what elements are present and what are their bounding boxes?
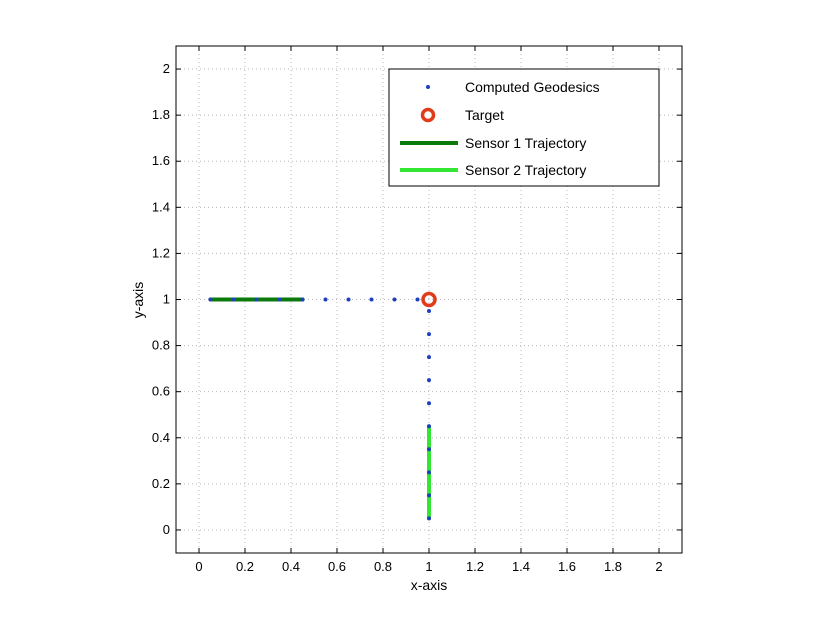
y-tick-label: 1.4 (152, 199, 170, 214)
y-tick-label: 0.4 (152, 430, 170, 445)
legend: Computed Geodesics Target Sensor 1 Traje… (388, 68, 660, 187)
geodesic-point (300, 297, 305, 302)
geodesic-point (427, 447, 431, 452)
y-tick-label: 2 (163, 61, 170, 76)
y-tick-label: 0.6 (152, 384, 170, 399)
x-tick-label: 0.6 (328, 559, 346, 574)
geodesic-point (427, 309, 431, 314)
geodesic-point (427, 424, 431, 429)
geodesic-point (427, 378, 431, 383)
geodesic-point (427, 470, 431, 475)
y-tick-label: 1.6 (152, 153, 170, 168)
legend-entry-computed-geodesics: Computed Geodesics (426, 79, 600, 95)
x-tick-label: 1 (425, 559, 432, 574)
plot-frame (175, 45, 683, 554)
series-layer (208, 291, 437, 521)
x-tick-label: 0.4 (282, 559, 300, 574)
legend-box (388, 68, 660, 187)
legend-marker-circle (420, 107, 436, 123)
y-ticks: 0 0.2 0.4 0.6 0.8 1 1.2 1.4 1.6 1.8 2 (152, 61, 682, 537)
y-tick-label: 1.8 (152, 107, 170, 122)
y-tick-label: 0 (163, 522, 170, 537)
geodesic-point (231, 297, 236, 302)
geodesic-point (346, 297, 351, 302)
legend-entry-sensor-2: Sensor 2 Trajectory (400, 162, 586, 178)
geodesic-point (427, 493, 431, 498)
x-tick-label: 2 (655, 559, 662, 574)
legend-marker-dot (426, 85, 430, 89)
geodesic-point (369, 297, 374, 302)
geodesic-point (392, 297, 397, 302)
geodesic-point (427, 516, 431, 521)
y-axis-label: y-axis (130, 282, 146, 319)
geodesic-point (277, 297, 282, 302)
x-tick-label: 1.8 (604, 559, 622, 574)
geodesic-point (208, 297, 213, 302)
geodesic-point (254, 297, 259, 302)
legend-label-computed-geodesics: Computed Geodesics (465, 79, 600, 95)
geodesic-point (427, 401, 431, 406)
legend-entry-sensor-1: Sensor 1 Trajectory (400, 135, 586, 151)
x-axis-label: x-axis (411, 577, 448, 593)
x-tick-label: 1.6 (558, 559, 576, 574)
legend-label-sensor-1: Sensor 1 Trajectory (465, 135, 586, 151)
x-tick-label: 0.8 (374, 559, 392, 574)
x-tick-label: 0.2 (236, 559, 254, 574)
y-tick-label: 0.2 (152, 476, 170, 491)
geodesic-point (427, 355, 431, 360)
x-tick-label: 1.4 (512, 559, 530, 574)
legend-label-target: Target (465, 107, 504, 123)
geodesic-point (323, 297, 328, 302)
geodesic-point (427, 332, 431, 337)
y-tick-label: 1.2 (152, 245, 170, 260)
y-tick-label: 1 (163, 292, 170, 307)
legend-label-sensor-2: Sensor 2 Trajectory (465, 162, 586, 178)
legend-entry-target: Target (420, 107, 504, 123)
target-marker (421, 291, 437, 308)
x-tick-label: 0 (195, 559, 202, 574)
geodesic-point (415, 297, 420, 302)
y-tick-label: 0.8 (152, 338, 170, 353)
x-tick-label: 1.2 (466, 559, 484, 574)
x-ticks: 0 0.2 0.4 0.6 0.8 1 1.2 1.4 1.6 1.8 2 (195, 46, 663, 574)
